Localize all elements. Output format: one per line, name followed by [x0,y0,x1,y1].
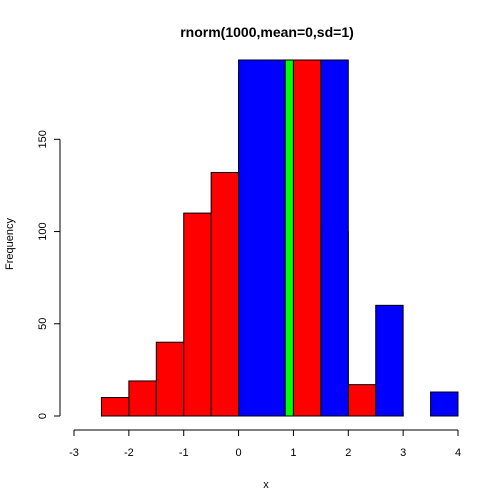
x-axis: -3 -2 -1 0 1 2 3 4 [69,429,461,459]
y-tick-label-0: 0 [37,413,49,419]
x-axis-label: x [263,479,269,491]
histogram-bar-9 [347,384,377,417]
y-tick-label-1: 50 [37,318,49,330]
bars-group [100,59,459,417]
x-tick-label-6: 3 [400,447,406,459]
y-axis: 0 50 100 150 [37,130,61,419]
y-tick-label-2: 100 [37,222,49,240]
x-tick-label-0: -3 [69,447,79,459]
x-tick-label-2: -1 [179,447,189,459]
x-tick-label-7: 4 [455,447,461,459]
x-tick-label-3: 0 [236,447,242,459]
histogram-bar-4 [210,172,240,417]
histogram-bar-13 [375,304,404,417]
histogram-bar-3 [183,212,212,417]
histogram-bar-7 [292,59,322,417]
histogram-bar-11 [238,59,286,417]
histogram-bar-2 [155,341,185,417]
x-tick-label-5: 2 [345,447,351,459]
x-tick-label-1: -2 [124,447,134,459]
x-tick-label-4: 1 [290,447,296,459]
histogram-bar-0 [100,397,130,417]
y-tick-label-3: 150 [37,130,49,148]
chart-title: rnorm(1000,mean=0,sd=1) [180,24,354,40]
y-axis-label: Frequency [4,218,16,270]
histogram-bar-1 [128,380,157,417]
histogram-bar-14 [430,391,459,417]
histogram-bar-12 [320,59,349,417]
